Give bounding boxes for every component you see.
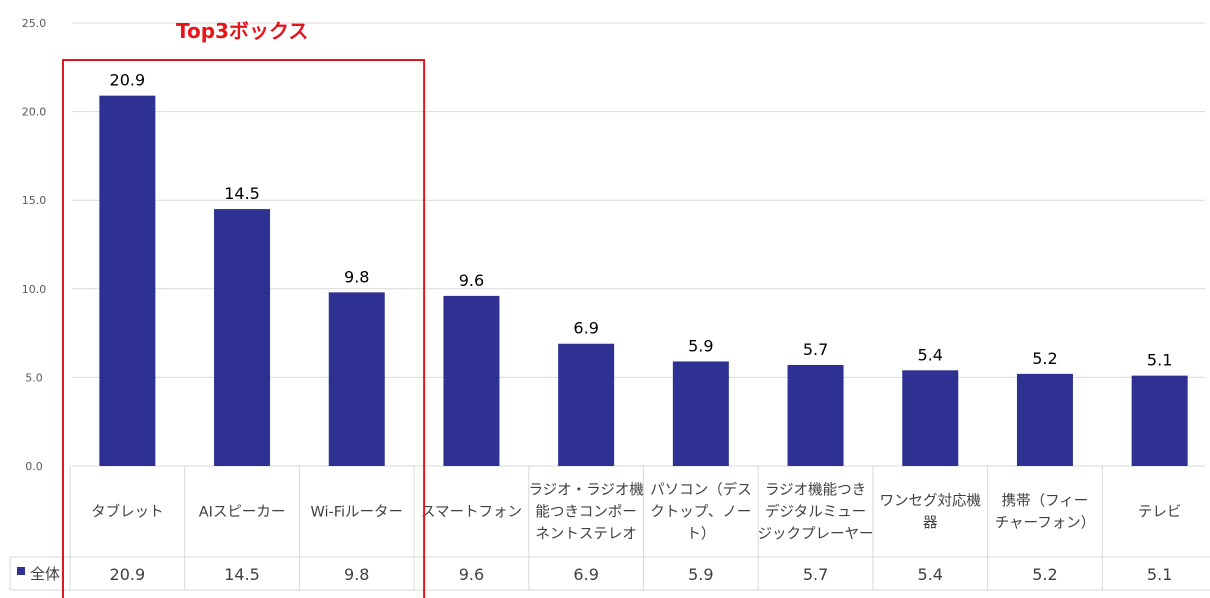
category-label-line: Wi-Fiルーター — [310, 504, 403, 521]
table-value: 9.8 — [344, 565, 369, 584]
data-label: 6.9 — [573, 319, 598, 338]
category-label-line: パソコン（デス — [650, 481, 752, 499]
category-label: AIスピーカー — [199, 504, 286, 521]
series-name: 全体 — [30, 565, 60, 583]
category-label-line: クトップ、ノー — [650, 504, 751, 521]
data-label: 14.5 — [224, 184, 260, 203]
y-tick-label: 0.0 — [25, 460, 43, 473]
data-label: 5.9 — [688, 336, 713, 355]
y-tick-label: 20.0 — [22, 106, 47, 119]
category-label-line: デジタルミュー — [765, 503, 866, 521]
category-label-line: ジックプレーヤー — [758, 526, 874, 543]
bar — [99, 95, 156, 466]
category-label-line: ワンセグ対応機 — [880, 493, 982, 510]
table-value: 9.6 — [459, 565, 484, 584]
table-value: 5.9 — [688, 565, 713, 584]
legend-swatch — [17, 567, 25, 575]
table-value: 20.9 — [110, 565, 146, 584]
category-label-line: 器 — [923, 516, 938, 532]
category-label: パソコン（デスクトップ、ノート） — [650, 481, 752, 543]
table-value: 5.2 — [1032, 565, 1057, 584]
bar — [787, 364, 844, 466]
top3-box — [62, 59, 426, 598]
bar — [443, 295, 500, 466]
category-label: タブレット — [91, 503, 164, 521]
data-label: 5.4 — [918, 345, 943, 364]
data-table: タブレット AIスピーカー Wi-Fiルーター スマートフォンラジオ・ラジオ機能つきコ… — [9, 466, 1210, 591]
category-label-line: 能つきコンポー — [535, 504, 637, 521]
y-axis: 0.0 5.0 10.0 15.0 20.0 25.0 — [22, 17, 47, 473]
y-tick-label: 5.0 — [25, 371, 43, 384]
bar — [1131, 375, 1188, 466]
category-label: ラジオ機能つきデジタルミュージックプレーヤー — [758, 482, 874, 543]
category-label: Wi-Fiルーター — [310, 504, 403, 521]
table-value: 5.1 — [1147, 565, 1172, 584]
category-label-line: スマートフォン — [421, 505, 522, 521]
category-label-line: ネントステレオ — [535, 526, 637, 543]
category-label-line: テレビ — [1138, 504, 1182, 521]
bar — [328, 292, 385, 466]
category-label-line: ラジオ機能つき — [765, 482, 866, 499]
bar — [558, 343, 615, 466]
top3-annotation: Top3ボックス — [62, 19, 426, 598]
category-label: 携帯（フィーチャーフォン） — [995, 493, 1095, 532]
y-tick-label: 10.0 — [22, 283, 47, 296]
category-label-line: AIスピーカー — [199, 504, 286, 521]
category-label-line: 携帯（フィー — [1002, 493, 1089, 510]
category-label-line: チャーフォン） — [995, 515, 1095, 532]
category-label: テレビ — [1138, 504, 1182, 521]
table-value: 5.7 — [803, 565, 828, 584]
category-label: ラジオ・ラジオ機能つきコンポーネントステレオ — [528, 482, 643, 543]
category-label-line: タブレット — [91, 503, 164, 521]
data-label: 5.7 — [803, 340, 828, 359]
y-tick-label: 15.0 — [22, 194, 47, 207]
category-label: スマートフォン — [421, 505, 522, 521]
top3-label: Top3ボックス — [176, 19, 308, 43]
category-label: ワンセグ対応機器 — [880, 493, 982, 532]
table-value: 6.9 — [573, 565, 598, 584]
category-label-line: ト） — [686, 526, 715, 543]
bar — [214, 209, 271, 466]
table-value: 5.4 — [918, 565, 943, 584]
bar — [672, 361, 729, 466]
data-label: 20.9 — [110, 71, 146, 90]
bars: 20.9 14.5 9.8 9.6 6.9 5.9 5.7 5.4 5.2 5.1 — [99, 71, 1188, 466]
category-label-line: ラジオ・ラジオ機 — [528, 482, 643, 499]
data-label: 5.2 — [1032, 349, 1057, 368]
y-tick-label: 25.0 — [22, 17, 47, 30]
data-label: 9.8 — [344, 267, 369, 286]
data-label: 5.1 — [1147, 351, 1172, 370]
table-value: 14.5 — [224, 565, 260, 584]
data-label: 9.6 — [459, 271, 484, 290]
bar — [902, 370, 959, 466]
bar — [1016, 373, 1073, 466]
